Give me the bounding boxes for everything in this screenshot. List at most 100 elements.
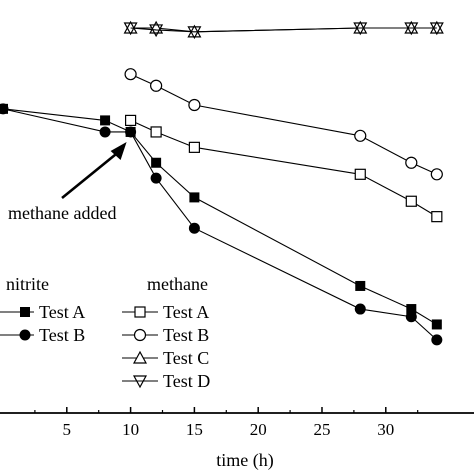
data-point-methane-test-a: [431, 211, 443, 223]
data-point-methane-test-d: [429, 22, 444, 36]
data-point-nitrite-test-a: [355, 280, 366, 291]
data-point-methane-test-d-shape: [353, 22, 368, 36]
data-point-nitrite-test-b-shape: [431, 334, 443, 346]
data-point-methane-test-d-shape: [187, 26, 202, 40]
annotation: methane added: [8, 141, 127, 223]
data-point-methane-test-d: [149, 24, 164, 38]
data-point-methane-test-d: [353, 22, 368, 36]
legend-marker-methane-test-a: [134, 306, 146, 318]
data-point-nitrite-test-b-shape: [188, 222, 200, 234]
legend-marker-methane-test-c: [132, 350, 148, 364]
data-point-nitrite-test-a-shape: [355, 280, 366, 291]
data-point-methane-test-b-shape: [188, 98, 201, 112]
data-point-methane-test-b-shape: [405, 156, 418, 169]
data-point-methane-test-a: [124, 114, 137, 127]
data-point-nitrite-test-b: [431, 334, 443, 346]
data-point-nitrite-test-b-shape: [354, 303, 366, 315]
legend-marker-methane-test-d: [132, 375, 148, 389]
data-point-nitrite-test-b-shape: [405, 311, 417, 323]
legend-label-methane-test-a: Test A: [163, 302, 209, 322]
plot-area: [0, 20, 444, 346]
data-point-methane-test-b: [124, 68, 137, 81]
data-point-methane-test-d-shape: [123, 22, 138, 36]
legend-item-methane-test-d: Test D: [122, 371, 210, 391]
x-axis: 5 10 15 20 25 30: [0, 407, 474, 439]
legend-label-nitrite-test-b: Test B: [39, 325, 85, 345]
legend-marker-methane-test-b-shape: [133, 328, 147, 342]
data-point-methane-test-d-shape: [149, 24, 164, 38]
series-line-methane-test-b: [130, 73, 438, 175]
data-point-nitrite-test-b-shape: [125, 126, 137, 138]
data-point-methane-test-b: [430, 168, 443, 181]
annotation-arrow-head: [110, 141, 127, 160]
legend-marker-methane-test-b: [133, 328, 147, 342]
data-point-nitrite-test-a-shape: [189, 192, 200, 203]
data-point-nitrite-test-b-shape: [150, 172, 162, 184]
legend-marker-nitrite-test-a-shape: [20, 307, 30, 317]
legend-marker-methane-test-a-shape: [134, 306, 146, 318]
legend-label-methane-test-d: Test D: [163, 371, 210, 391]
data-point-nitrite-test-a: [189, 192, 200, 203]
series-methane-test-d: [123, 22, 444, 40]
data-point-nitrite-test-a-shape: [431, 319, 442, 330]
data-point-methane-test-a-shape: [354, 168, 366, 180]
data-point-methane-test-b: [405, 156, 418, 169]
data-point-methane-test-b-shape: [354, 129, 367, 142]
data-point-nitrite-test-b: [405, 311, 417, 323]
data-point-methane-test-b: [354, 129, 367, 142]
data-point-nitrite-test-b: [150, 172, 162, 184]
series-line-methane-test-a: [130, 119, 438, 218]
data-point-methane-test-d: [123, 22, 138, 36]
data-point-methane-test-d: [404, 22, 419, 36]
x-tick-label: 30: [377, 420, 394, 439]
data-point-nitrite-test-a-shape: [100, 115, 111, 126]
data-point-methane-test-a: [354, 168, 366, 180]
data-point-methane-test-a: [405, 195, 417, 207]
data-point-nitrite-test-a: [151, 157, 162, 168]
data-point-methane-test-a-shape: [405, 195, 417, 207]
data-point-methane-test-d-shape: [404, 22, 419, 36]
legend-heading-nitrite: nitrite: [6, 274, 49, 294]
data-point-methane-test-d: [187, 26, 202, 40]
data-point-nitrite-test-a: [406, 304, 417, 315]
data-point-methane-test-a-shape: [188, 141, 200, 153]
legend-item-methane-test-b: Test B: [122, 325, 209, 345]
data-point-nitrite-test-a-shape: [151, 157, 162, 168]
data-point-methane-test-a-shape: [431, 211, 443, 223]
legend-marker-nitrite-test-b-shape: [19, 329, 31, 341]
annotation-arrow-shaft: [61, 150, 120, 200]
data-point-methane-test-b-shape: [430, 168, 443, 181]
data-point-nitrite-test-b-shape: [0, 103, 9, 115]
legend: nitrite methane Test A Test B Test A Test B…: [0, 274, 210, 391]
data-point-nitrite-test-a: [431, 319, 442, 330]
data-point-nitrite-test-a-shape: [406, 304, 417, 315]
data-point-nitrite-test-a: [100, 115, 111, 126]
data-point-nitrite-test-b: [354, 303, 366, 315]
x-tick-label: 10: [122, 420, 139, 439]
data-point-nitrite-test-b: [188, 222, 200, 234]
data-point-nitrite-test-b: [125, 126, 137, 138]
legend-label-methane-test-c: Test C: [163, 348, 209, 368]
legend-item-nitrite-test-b: Test B: [0, 325, 85, 345]
legend-label-nitrite-test-a: Test A: [39, 302, 85, 322]
legend-marker-methane-test-c-shape: [132, 350, 148, 364]
series-methane-test-a: [124, 114, 443, 223]
annotation-text: methane added: [8, 203, 116, 223]
data-point-methane-test-b: [150, 79, 163, 92]
series-methane-test-b: [124, 68, 443, 181]
data-point-methane-test-a: [150, 126, 162, 138]
data-point-nitrite-test-b: [0, 103, 9, 115]
data-point-methane-test-b-shape: [150, 79, 163, 92]
legend-marker-nitrite-test-a: [20, 307, 30, 317]
data-point-methane-test-b: [188, 98, 201, 112]
series-line-methane-test-d: [130, 27, 437, 33]
legend-heading-methane: methane: [147, 274, 208, 294]
legend-marker-nitrite-test-b: [19, 329, 31, 341]
data-point-methane-test-b-shape: [124, 68, 137, 81]
legend-marker-methane-test-d-shape: [132, 375, 148, 389]
legend-item-methane-test-c: Test C: [122, 348, 209, 368]
x-tick-label: 20: [250, 420, 267, 439]
legend-item-nitrite-test-a: Test A: [0, 302, 85, 322]
x-tick-label: 25: [313, 420, 330, 439]
